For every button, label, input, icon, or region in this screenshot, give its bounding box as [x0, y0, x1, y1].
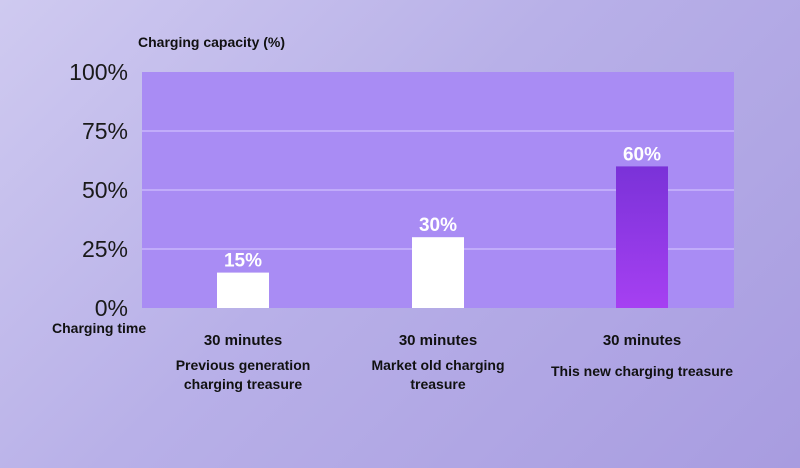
bar: [412, 237, 464, 308]
x-category-label: 30 minutes: [399, 332, 477, 349]
bars: [217, 166, 668, 308]
bar-value-label: 60%: [623, 144, 661, 165]
x-category-label: 30 minutes: [603, 332, 681, 349]
bar: [217, 272, 269, 308]
x-category-description: Market old charging: [371, 357, 504, 373]
x-axis-title: Charging time: [52, 320, 146, 336]
x-category-description: treasure: [410, 376, 465, 392]
y-tick-label: 100%: [69, 59, 128, 85]
y-tick-label: 0%: [95, 295, 128, 321]
x-category-description: This new charging treasure: [551, 363, 733, 379]
y-tick-label: 25%: [82, 236, 128, 262]
y-tick-label: 50%: [82, 177, 128, 203]
y-axis-title: Charging capacity (%): [138, 34, 285, 50]
x-category-label: 30 minutes: [204, 332, 282, 349]
bar-value-label: 30%: [419, 215, 457, 236]
y-tick-label: 75%: [82, 118, 128, 144]
bar: [616, 166, 668, 308]
x-category-description: charging treasure: [184, 376, 302, 392]
x-category-description: Previous generation: [176, 357, 311, 373]
labels: 0% 25% 50% 75% 100% 15% 30 minutes Previous gen…: [69, 59, 733, 392]
bar-value-label: 15%: [224, 251, 262, 272]
